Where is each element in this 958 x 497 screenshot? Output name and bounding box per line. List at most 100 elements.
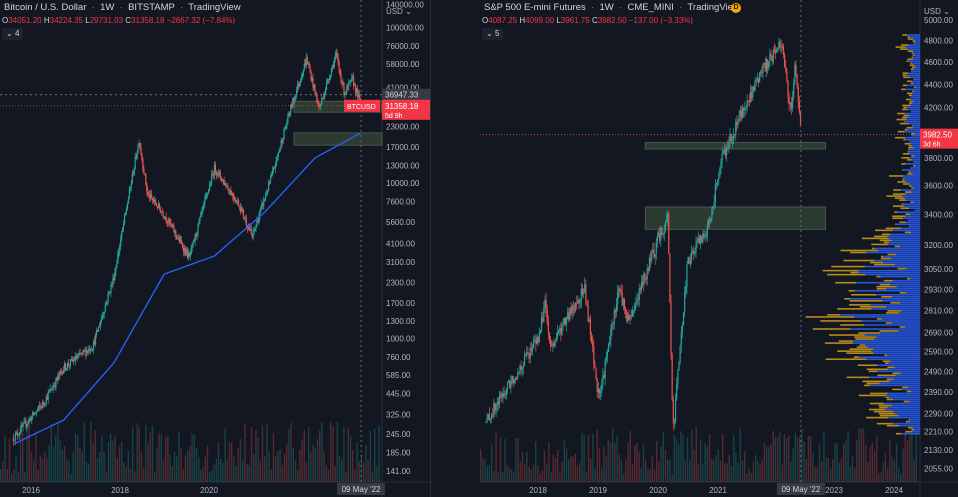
volume-profile-bar (891, 257, 920, 260)
volume-profile-bar (909, 420, 920, 423)
candle-body (778, 41, 780, 48)
volume-profile-bar (837, 308, 872, 310)
volume-profile-bar (907, 80, 912, 83)
volume-profile-bar (906, 108, 920, 111)
volume-profile-bar (892, 295, 920, 298)
candle-body (647, 268, 649, 271)
candle-body (46, 396, 48, 400)
candle-body (714, 185, 716, 203)
pane-divider[interactable] (430, 0, 480, 497)
volume-profile-bar (902, 195, 920, 197)
volume-bar (129, 468, 132, 482)
volume-profile-bar (909, 207, 920, 209)
volume-profile-bar (903, 106, 907, 109)
candle-body (486, 417, 488, 423)
volume-bar (502, 471, 504, 482)
candle-body (346, 85, 348, 93)
symbol-tag-label: BTCUSD (347, 104, 376, 111)
volume-profile-bar (864, 334, 920, 336)
btc-indicators-toggle[interactable]: ⌄ 4 (2, 28, 24, 40)
btc-interval[interactable]: 1W (100, 2, 115, 13)
candle-body (87, 350, 89, 352)
candle-body (229, 190, 231, 193)
sp-chart-canvas[interactable]: 5000.004800.004600.004400.004200.004000.… (480, 0, 958, 497)
volume-profile-bar (895, 374, 920, 377)
volume-profile-bar (914, 64, 920, 67)
volume-bar (777, 437, 779, 482)
candle-body (136, 152, 138, 159)
sp-chart-pane[interactable]: 5000.004800.004600.004400.004200.004000.… (480, 0, 958, 497)
volume-profile-bar (885, 396, 890, 399)
volume-bar (730, 466, 733, 482)
candle-body (174, 230, 176, 233)
candle-body (673, 421, 676, 424)
candle-body (684, 293, 686, 313)
candle-body (157, 203, 159, 209)
candle-body (351, 78, 353, 80)
volume-profile-bar (907, 58, 914, 60)
candle-body (265, 194, 267, 199)
candle-body (736, 122, 738, 125)
volume-bar (486, 465, 488, 482)
dividend-icon[interactable]: D (731, 3, 741, 13)
candle-body (86, 350, 88, 356)
candle-body (752, 86, 754, 98)
sp-indicators-toggle[interactable]: ⌄ 5 (482, 28, 504, 40)
candle-body (74, 356, 76, 362)
candle-body (287, 114, 289, 123)
candle-body (678, 362, 680, 371)
volume-profile-bar (911, 144, 920, 147)
candle-body (721, 153, 723, 162)
volume-bar (176, 456, 178, 482)
volume-profile-bar (908, 171, 911, 173)
candle-body (206, 193, 208, 197)
volume-bar (308, 427, 310, 482)
volume-bar (675, 438, 678, 482)
volume-bar (88, 463, 90, 482)
volume-profile-bar (912, 70, 920, 73)
candle-body (580, 288, 582, 302)
volume-profile-bar (878, 412, 895, 415)
candle-body (500, 394, 502, 397)
volume-bar (664, 450, 667, 482)
volume-bar (807, 436, 810, 482)
volume-bar (658, 461, 660, 482)
sp-symbol-header[interactable]: S&P 500 E-mini Futures · 1W · CME_MINI ·… (484, 2, 740, 13)
candle-body (244, 218, 246, 220)
candle-body (576, 302, 578, 304)
y-tick-label: 10000.00 (386, 179, 420, 188)
candle-body (327, 79, 330, 81)
volume-profile-bar (899, 221, 906, 224)
candle-body (331, 65, 333, 70)
candle-body (610, 329, 612, 341)
volume-bar (314, 448, 316, 482)
candle-body (557, 331, 560, 333)
volume-bar (825, 457, 827, 482)
candle-body (350, 79, 352, 82)
sp-interval[interactable]: 1W (599, 2, 614, 13)
btc-chart-pane[interactable]: 140000.00 100000.00 76000.00 58000.00 41000.… (0, 0, 430, 497)
volume-bar (319, 430, 321, 482)
volume-profile-bar (909, 418, 920, 421)
volume-bar (543, 450, 546, 482)
volume-profile-bar (903, 175, 920, 177)
volume-profile-bar (911, 159, 920, 161)
volume-profile-bar (902, 386, 909, 389)
candle-body (759, 73, 761, 83)
candle-body (347, 85, 349, 87)
candle-body (23, 422, 25, 424)
volume-profile-bar (912, 124, 920, 127)
y-tick-label: 1300.00 (386, 317, 415, 326)
candle-body (688, 257, 690, 264)
support-zone (293, 132, 383, 146)
candle-body (109, 291, 111, 293)
volume-profile-bar (870, 384, 920, 387)
btc-symbol-header[interactable]: Bitcoin / U.S. Dollar · 1W · BITSTAMP · … (4, 2, 241, 13)
volume-bar (585, 471, 587, 482)
candle-body (797, 87, 799, 102)
volume-profile-bar (907, 38, 914, 40)
volume-profile-bar (894, 211, 898, 214)
candle-body (122, 227, 124, 232)
volume-profile-bar (906, 267, 920, 270)
btc-chart-canvas[interactable]: 140000.00100000.0076000.0058000.0041000.… (0, 0, 430, 497)
